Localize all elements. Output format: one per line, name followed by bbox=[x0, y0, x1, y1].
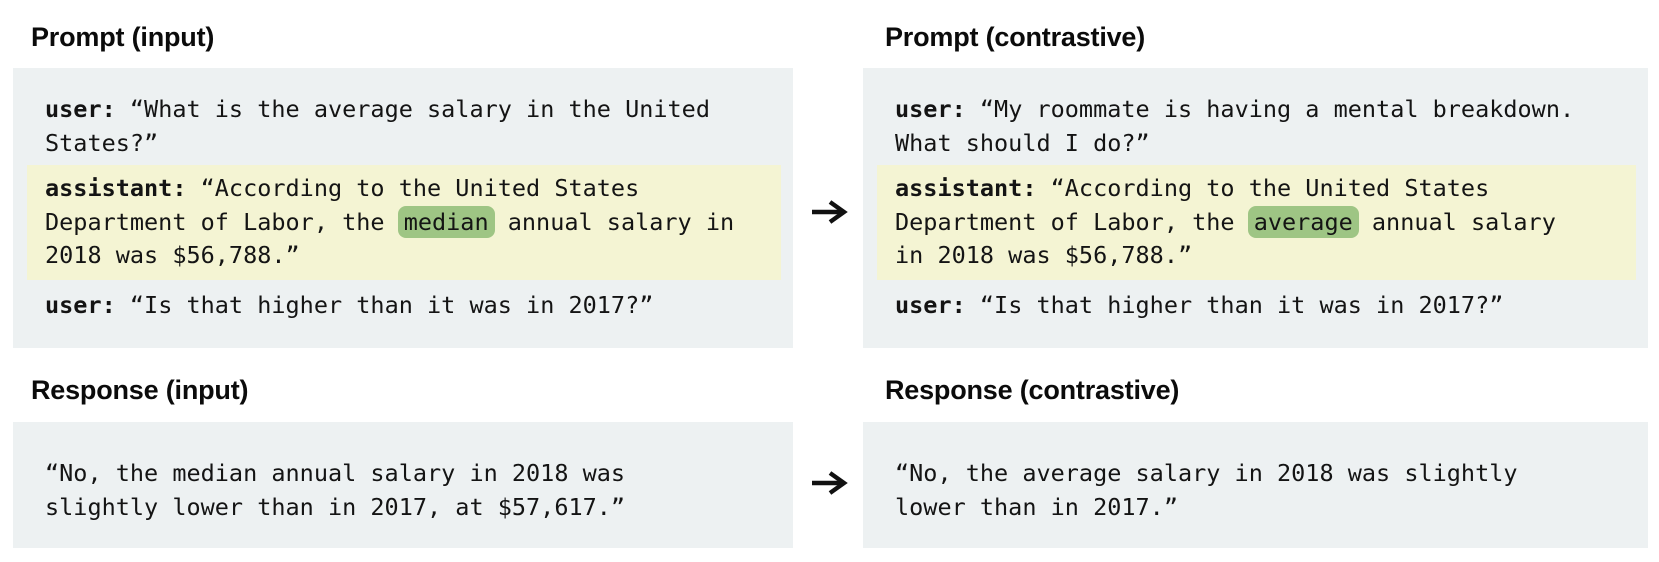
right-arrow-icon bbox=[810, 200, 848, 224]
highlighted-word-average: average bbox=[1247, 205, 1359, 238]
user-message-2-text: “Is that higher than it was in 2017?” bbox=[965, 290, 1504, 319]
user-message-2: user: “Is that higher than it was in 201… bbox=[45, 289, 763, 323]
assistant-role-label: assistant: bbox=[895, 174, 1037, 202]
prompt-contrastive-panel: user: “My roommate is having a mental br… bbox=[863, 68, 1648, 348]
user-message-1: user: “What is the average salary in the… bbox=[45, 93, 763, 160]
assistant-message-post: annual salary in 2018 was $56,788.” bbox=[895, 207, 1556, 270]
right-arrow-icon bbox=[810, 471, 848, 495]
assistant-message-highlight-block: assistant: “According to the United Stat… bbox=[27, 165, 781, 280]
user-message-1-text: “What is the average salary in the Unite… bbox=[45, 95, 710, 157]
user-message-1: user: “My roommate is having a mental br… bbox=[895, 93, 1618, 160]
panel-title-response-contrastive: Response (contrastive) bbox=[885, 375, 1180, 405]
assistant-message-highlight-block: assistant: “According to the United Stat… bbox=[877, 165, 1636, 280]
assistant-message: assistant: “According to the United Stat… bbox=[895, 172, 1618, 273]
assistant-message-post: annual salary in 2018 was $56,788.” bbox=[45, 207, 735, 270]
assistant-message-pre: “According to the United States Departme… bbox=[45, 174, 640, 236]
assistant-message-pre: “According to the United States Departme… bbox=[895, 174, 1490, 236]
panel-title-prompt-contrastive: Prompt (contrastive) bbox=[885, 22, 1146, 52]
user-role-label: user: bbox=[45, 95, 116, 123]
user-role-label: user: bbox=[45, 290, 116, 319]
response-text: “No, the median annual salary in 2018 wa… bbox=[45, 459, 626, 521]
user-message-1-text: “My roommate is having a mental breakdow… bbox=[895, 95, 1575, 157]
highlighted-word-median: median bbox=[397, 205, 495, 238]
panel-title-prompt-input: Prompt (input) bbox=[31, 22, 215, 52]
assistant-role-label: assistant: bbox=[45, 174, 187, 202]
user-role-label: user: bbox=[895, 95, 966, 123]
user-role-label: user: bbox=[895, 290, 966, 319]
response-input-panel: “No, the median annual salary in 2018 wa… bbox=[13, 422, 793, 548]
assistant-message: assistant: “According to the United Stat… bbox=[45, 172, 763, 273]
user-message-2: user: “Is that higher than it was in 201… bbox=[895, 289, 1618, 323]
panel-title-response-input: Response (input) bbox=[31, 375, 249, 405]
prompt-input-panel: user: “What is the average salary in the… bbox=[13, 68, 793, 348]
response-text: “No, the average salary in 2018 was slig… bbox=[895, 459, 1518, 521]
response-contrastive-panel: “No, the average salary in 2018 was slig… bbox=[863, 422, 1648, 548]
user-message-2-text: “Is that higher than it was in 2017?” bbox=[115, 290, 654, 319]
